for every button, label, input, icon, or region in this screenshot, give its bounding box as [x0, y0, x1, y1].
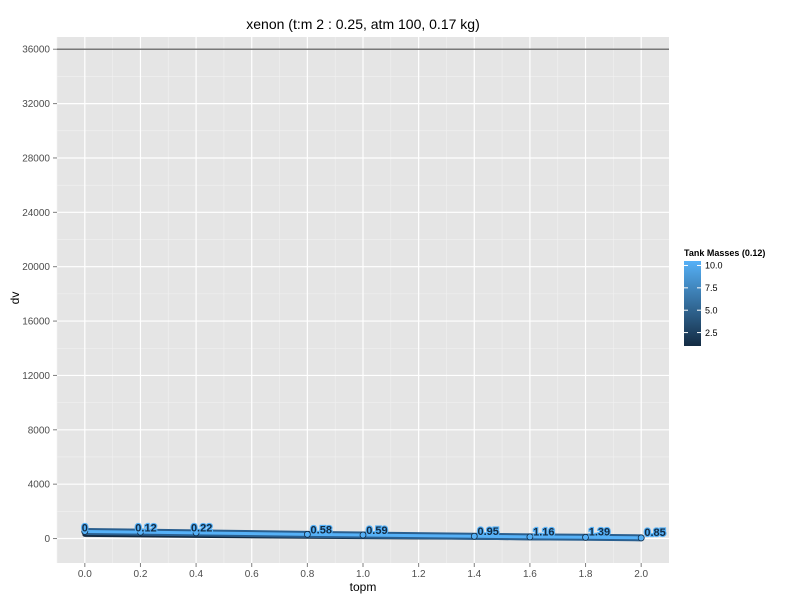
y-tick-label: 20000 — [22, 262, 50, 273]
x-axis-title: topm — [350, 580, 377, 594]
y-tick-label: 28000 — [22, 153, 50, 164]
y-tick-label: 0 — [44, 534, 50, 545]
legend-colorbar — [684, 261, 701, 346]
x-axis-ticks: 0.0 0.2 0.4 0.6 0.8 1.0 1.2 1.4 1.6 1.8 2.0 — [78, 563, 649, 580]
x-tick-label: 1.0 — [356, 569, 370, 580]
data-point — [470, 532, 478, 540]
data-label: 0.95 — [477, 526, 498, 538]
legend-tick-label: 10.0 — [705, 261, 723, 271]
x-tick-label: 2.0 — [634, 569, 648, 580]
data-point — [192, 529, 200, 537]
y-tick-label: 16000 — [22, 317, 50, 328]
x-tick-label: 1.2 — [412, 569, 426, 580]
data-label: 0 — [82, 522, 88, 534]
data-point — [137, 528, 144, 536]
legend-ticks: 10.0 7.5 5.0 2.5 — [684, 261, 723, 338]
legend-title: Tank Masses (0.12) — [684, 248, 765, 258]
data-point — [359, 531, 367, 539]
data-label: 1.16 — [533, 526, 554, 538]
data-label: 0.22 — [191, 523, 212, 535]
chart-title: xenon (t:m 2 : 0.25, atm 100, 0.17 kg) — [246, 16, 479, 32]
y-tick-label: 4000 — [28, 480, 51, 491]
legend-tick-label: 5.0 — [705, 305, 718, 315]
data-label: 1.39 — [589, 526, 610, 538]
data-label: 0.12 — [135, 522, 156, 534]
x-tick-label: 1.4 — [467, 569, 481, 580]
data-point — [81, 528, 89, 535]
x-tick-label: 0.2 — [134, 569, 148, 580]
y-tick-label: 24000 — [22, 208, 50, 219]
data-point — [303, 530, 311, 538]
y-tick-label: 8000 — [28, 425, 51, 436]
x-tick-label: 0.6 — [245, 569, 259, 580]
data-point — [582, 533, 589, 541]
major-grid — [57, 37, 669, 563]
series-layer — [81, 527, 645, 542]
x-tick-label: 0.4 — [189, 569, 203, 580]
data-label: 0.59 — [366, 525, 387, 537]
legend: Tank Masses (0.12) 10.0 7.5 5.0 2.5 — [684, 248, 765, 346]
data-label: 0.85 — [644, 527, 665, 539]
legend-tick-label: 2.5 — [705, 328, 718, 338]
x-tick-label: 0.0 — [78, 569, 92, 580]
y-axis-title: dv — [8, 292, 22, 305]
y-tick-label: 12000 — [22, 371, 50, 382]
y-axis-ticks: 0 4000 8000 12000 16000 20000 24000 28000 32000 3… — [22, 45, 57, 545]
x-tick-label: 1.8 — [579, 569, 593, 580]
point-labels: 0 0.12 0.22 0.58 0.59 0.95 1.16 1.39 0.85 — [81, 521, 667, 540]
data-point — [526, 533, 534, 541]
data-label: 0.58 — [311, 524, 332, 536]
y-tick-label: 36000 — [22, 45, 50, 56]
legend-tick-label: 7.5 — [705, 283, 718, 293]
x-tick-label: 0.8 — [300, 569, 314, 580]
y-tick-label: 32000 — [22, 99, 50, 110]
x-tick-label: 1.6 — [523, 569, 537, 580]
data-point — [637, 534, 645, 542]
